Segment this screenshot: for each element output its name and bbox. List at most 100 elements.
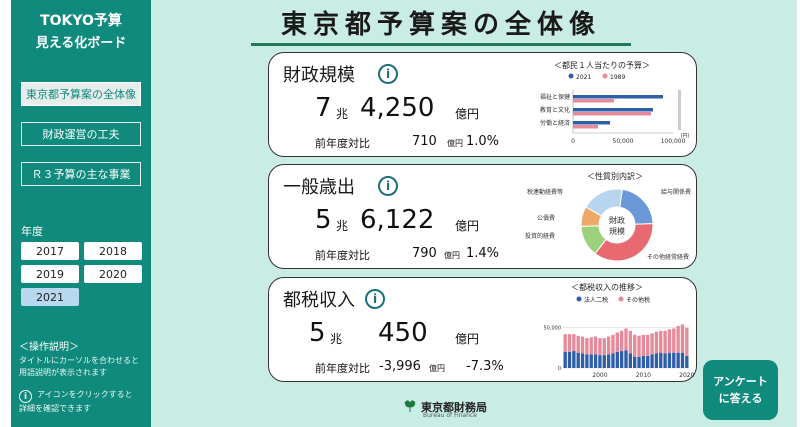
bar [637, 356, 641, 368]
bar [641, 355, 646, 368]
tick-label: 2010 [636, 372, 651, 379]
bar [667, 329, 672, 353]
bar [580, 336, 585, 354]
bar [659, 330, 663, 353]
scrollbar [678, 90, 681, 130]
slice-label: その他経常経費 [647, 253, 689, 261]
bar [663, 353, 667, 368]
bar [685, 327, 689, 356]
tick-label: 2000 [592, 372, 607, 379]
trillion-value: 5 [309, 318, 326, 348]
bar [615, 332, 619, 352]
trillion-unit: 兆 [330, 332, 343, 346]
bar [667, 352, 672, 368]
yoy-unit: 億円 [429, 364, 445, 373]
bar [654, 331, 659, 354]
nav-major-projects-button[interactable]: Ｒ３予算の主な事業 [21, 162, 141, 186]
oku-value: 450 [378, 318, 428, 348]
general-expenditure-card: 一般歳出 i 5 兆 6,122 億円 前年度対比 790 億円 1.4% ＜性… [268, 164, 697, 269]
chart-title: ＜性質別内訳＞ [587, 171, 643, 181]
main-panel: 東京都予算案の全体像 財政規模 i 7 兆 4,250 億円 前年度対比 710… [151, 0, 800, 427]
yoy-amount: 790 [412, 246, 437, 261]
year-2020-button[interactable]: 2020 [84, 265, 142, 283]
year-2019-button[interactable]: 2019 [21, 265, 79, 283]
bar [573, 121, 610, 125]
axis-unit: (円) [681, 133, 690, 139]
trillion-unit: 兆 [336, 107, 349, 121]
bar [676, 326, 680, 353]
bar [611, 334, 615, 354]
tax-revenue-trend-chart[interactable]: ＜都税収入の推移＞ 法人二税 その他税 0 50,000 2000 2010 2020 [509, 280, 695, 380]
bar [650, 333, 654, 355]
info-icon[interactable]: i [365, 289, 385, 309]
bar [624, 328, 628, 351]
bar [637, 335, 641, 357]
bar [659, 352, 663, 368]
tick-label: 0 [558, 366, 561, 372]
card-title[interactable]: 財政規模 [283, 65, 355, 86]
tick-label: 50,000 [544, 326, 562, 332]
year-2018-button[interactable]: 2018 [84, 242, 142, 260]
info-icon[interactable]: i [378, 176, 398, 196]
bar [680, 324, 685, 353]
yen-unit: 億円 [455, 219, 480, 233]
category-label: 福祉と保健 [540, 93, 570, 101]
bar [573, 95, 663, 99]
bar [598, 355, 602, 368]
year-2017-button[interactable]: 2017 [21, 242, 79, 260]
card-title[interactable]: 一般歳出 [283, 177, 355, 198]
bar [615, 351, 619, 368]
legend-label: 1989 [610, 74, 625, 81]
bar [628, 353, 633, 368]
bar [624, 350, 628, 368]
legend-label: 2021 [576, 74, 591, 81]
nav-overview-button[interactable]: 東京都予算案の全体像 [21, 82, 141, 106]
survey-label-line1: アンケート [713, 375, 768, 388]
nav-finance-management-button[interactable]: 財政運営の工夫 [21, 122, 141, 146]
footer-org-name-en: Bureau of Finance [423, 412, 477, 419]
bar [641, 334, 646, 356]
bar [563, 351, 567, 368]
oku-value: 6,122 [360, 205, 435, 235]
trillion-value: 7 [315, 93, 332, 123]
yoy-amount: -3,996 [379, 359, 421, 374]
bar [573, 125, 598, 129]
donut-slice [594, 223, 654, 262]
right-edge [797, 0, 800, 427]
survey-button[interactable]: アンケート に答える [703, 360, 778, 420]
bar [572, 351, 576, 368]
bar [602, 355, 606, 368]
yoy-label: 前年度対比 [315, 249, 370, 262]
bar [576, 352, 580, 368]
help-text-tooltip-line2: 用語説明が表示されます [19, 368, 107, 377]
bar [628, 330, 633, 354]
legend-swatch [576, 296, 582, 302]
center-label: 財政 [609, 215, 625, 225]
info-icon[interactable]: i [378, 64, 398, 84]
bar [567, 351, 572, 368]
legend-label: 法人二税 [584, 296, 608, 304]
year-label: 年度 [21, 225, 43, 238]
help-text-icon-line1: アイコンをクリックすると [37, 390, 133, 399]
yoy-percent: -7.3% [466, 359, 504, 374]
yoy-percent: 1.4% [466, 246, 500, 261]
sidebar: TOKYO予算 見える化ボード 東京都予算案の全体像 財政運営の工夫 Ｒ３予算の… [11, 0, 151, 427]
page-title: 東京都予算案の全体像 [251, 4, 631, 46]
yen-unit: 億円 [455, 107, 480, 121]
bar [672, 328, 676, 353]
yen-unit: 億円 [455, 332, 480, 346]
bar [585, 354, 589, 368]
center-label: 規模 [609, 226, 625, 236]
year-2021-button[interactable]: 2021 [21, 288, 79, 306]
bar [672, 352, 676, 368]
tick-label: 0 [571, 138, 575, 145]
yoy-label: 前年度対比 [315, 137, 370, 150]
brand-title: TOKYO予算 [40, 13, 122, 29]
card-title[interactable]: 都税収入 [283, 290, 355, 311]
slice-label: 税連動経費等 [527, 188, 563, 196]
footer-org-name: 東京都財務局 [421, 401, 487, 414]
bar [589, 354, 593, 368]
